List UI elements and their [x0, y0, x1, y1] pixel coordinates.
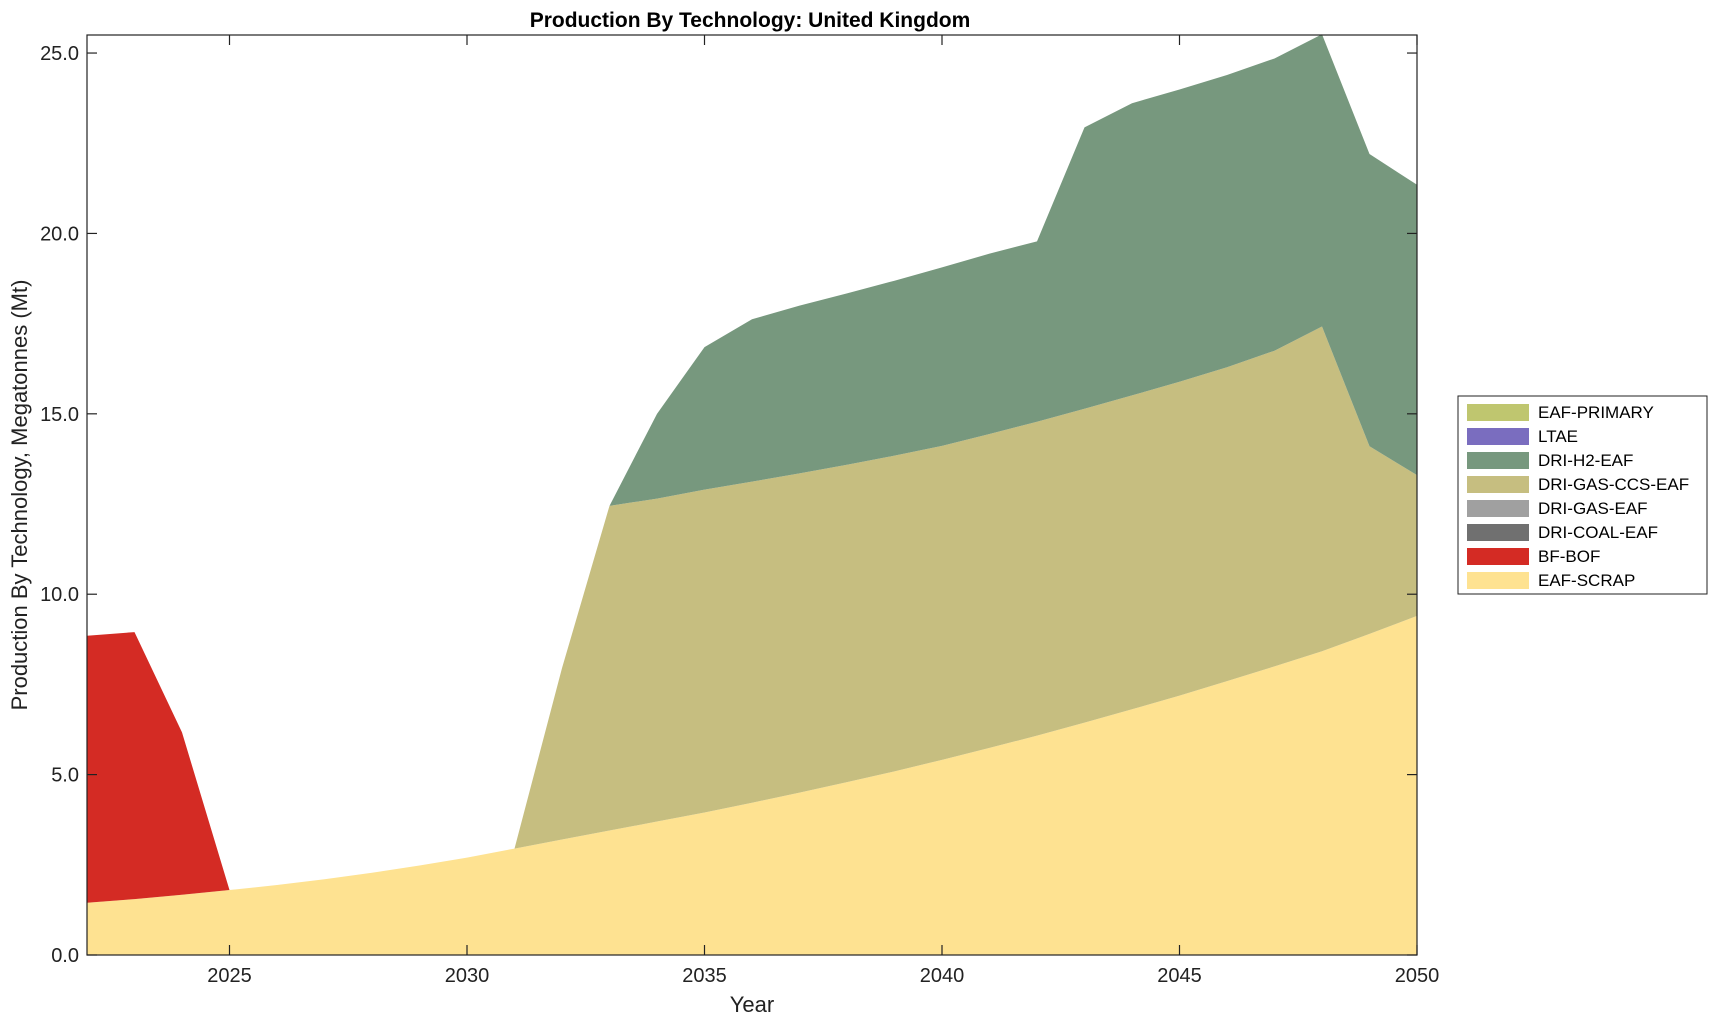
y-tick-label: 15.0	[40, 404, 79, 426]
x-axis-ticks: 2025 2030 2035 2040 2045 2050	[207, 35, 1439, 987]
y-tick-label: 0.0	[51, 945, 79, 967]
x-tick-label: 2035	[682, 965, 727, 987]
legend-label-dri-gas-ccs-eaf: DRI-GAS-CCS-EAF	[1538, 475, 1689, 494]
legend-label-dri-gas-eaf: DRI-GAS-EAF	[1538, 499, 1648, 518]
area-series-group	[87, 34, 1417, 955]
legend-label-eaf-scrap: EAF-SCRAP	[1538, 571, 1635, 590]
y-tick-label: 10.0	[40, 584, 79, 606]
x-tick-label: 2040	[920, 965, 965, 987]
legend-label-dri-coal-eaf: DRI-COAL-EAF	[1538, 523, 1658, 542]
y-axis-ticks: 0.0 5.0 10.0 15.0 20.0 25.0	[40, 43, 1417, 967]
x-tick-label: 2025	[207, 965, 252, 987]
legend-swatch-bf-bof	[1467, 548, 1529, 565]
legend-swatch-dri-gas-eaf	[1467, 500, 1529, 517]
y-axis-label: Production By Technology, Megatonnes (Mt…	[7, 280, 32, 711]
legend-label-ltae: LTAE	[1538, 427, 1578, 446]
legend-label-bf-bof: BF-BOF	[1538, 547, 1600, 566]
y-tick-label: 20.0	[40, 223, 79, 245]
legend-swatch-dri-gas-ccs-eaf	[1467, 476, 1529, 493]
legend: EAF-PRIMARY LTAE DRI-H2-EAF DRI-GAS-CCS-EAF…	[1457, 395, 1708, 595]
chart-title: Production By Technology: United Kingdom	[530, 9, 971, 32]
area-bf-bof	[87, 615, 1417, 903]
plot-frame	[86, 34, 1418, 956]
legend-swatch-dri-coal-eaf	[1467, 524, 1529, 541]
y-tick-label: 5.0	[51, 765, 79, 787]
legend-label-eaf-primary: EAF-PRIMARY	[1538, 403, 1654, 422]
area-dri-h2-eaf	[87, 34, 1417, 891]
legend-swatch-eaf-scrap	[1467, 572, 1529, 589]
area-eaf-scrap	[87, 615, 1417, 955]
x-tick-label: 2045	[1157, 965, 1202, 987]
x-axis-label: Year	[730, 992, 774, 1017]
legend-label-dri-h2-eaf: DRI-H2-EAF	[1538, 451, 1633, 470]
legend-swatch-eaf-primary	[1467, 404, 1529, 421]
legend-swatch-ltae	[1467, 428, 1529, 445]
x-tick-label: 2050	[1395, 965, 1440, 987]
x-tick-label: 2030	[445, 965, 490, 987]
legend-swatch-dri-h2-eaf	[1467, 452, 1529, 469]
area-dri-gas-ccs-eaf	[87, 326, 1417, 891]
y-tick-label: 25.0	[40, 43, 79, 65]
